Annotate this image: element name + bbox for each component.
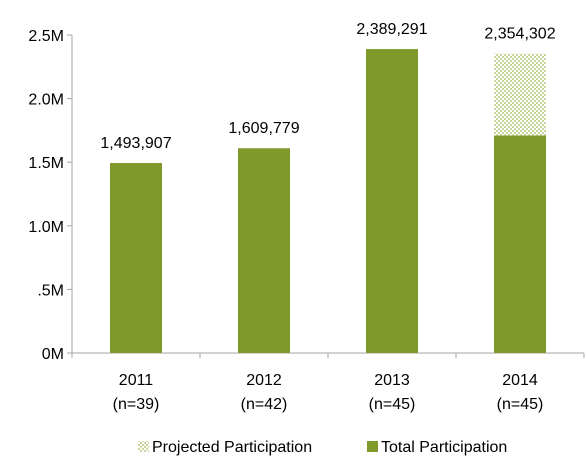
data-label: 1,609,779: [228, 120, 299, 137]
legend-label: Total Participation: [381, 439, 507, 456]
x-tick-label: 2011: [119, 372, 154, 389]
x-tick-label: 2012: [246, 372, 282, 389]
legend-label: Projected Participation: [152, 439, 312, 456]
y-tick-label: 1.5M: [28, 155, 64, 172]
legend-swatch-projected: [138, 441, 149, 452]
axes: 0M .5M 1.0M 1.5M 2.0M 2.5M 2011 (n=39) 2012 (n=42…: [28, 28, 585, 413]
legend: Projected Participation Total Participati…: [138, 439, 507, 456]
data-label: 2,354,302: [484, 26, 555, 43]
bar-total: [238, 148, 290, 353]
x-tick-label: (n=45): [497, 396, 544, 413]
x-tick-label: (n=39): [113, 396, 160, 413]
bar-projected: [494, 53, 546, 136]
data-labels: 1,493,907 1,609,779 2,389,291 2,354,302: [100, 21, 555, 152]
bars: [110, 49, 546, 353]
y-tick-label: 2.0M: [28, 92, 64, 109]
legend-swatch-total: [367, 441, 378, 452]
x-tick-label: (n=45): [369, 396, 416, 413]
y-tick-label: 1.0M: [28, 219, 64, 236]
bar-total: [110, 162, 162, 353]
x-tick-label: 2013: [374, 372, 410, 389]
bar-total: [366, 49, 418, 353]
y-tick-label: 2.5M: [28, 28, 64, 45]
y-tick-label: .5M: [37, 282, 64, 299]
x-tick-label: 2014: [502, 372, 538, 389]
y-tick-label: 0M: [42, 346, 64, 363]
x-tick-label: (n=42): [241, 396, 288, 413]
bar-total: [494, 135, 546, 353]
data-label: 1,493,907: [100, 135, 171, 152]
data-label: 2,389,291: [356, 21, 427, 38]
